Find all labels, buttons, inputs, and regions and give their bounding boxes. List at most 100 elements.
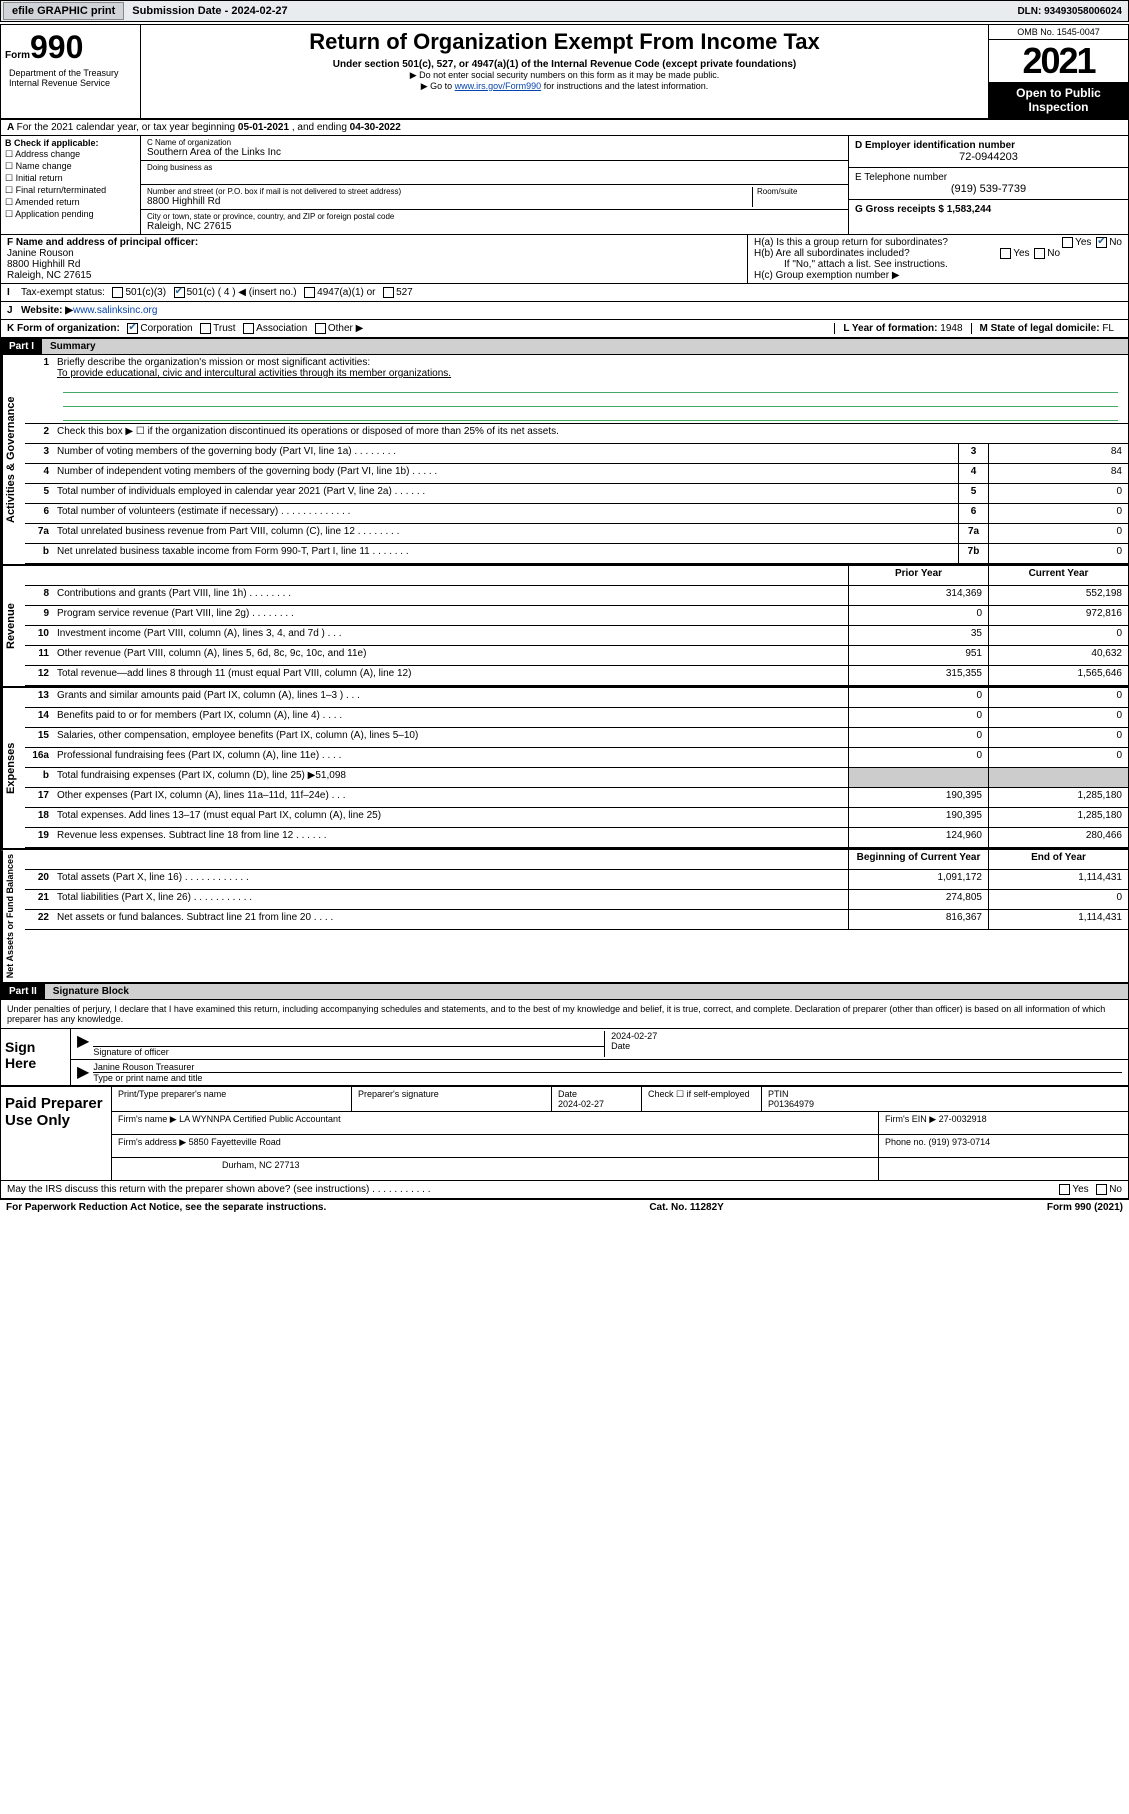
- signature-date: 2024-02-27: [611, 1031, 1122, 1041]
- mission-question: Briefly describe the organization's miss…: [57, 357, 370, 368]
- open-to-public: Open to Public Inspection: [989, 82, 1128, 118]
- officer-print-name: Janine Rouson Treasurer: [93, 1062, 1122, 1073]
- telephone-label: E Telephone number: [855, 172, 947, 183]
- subtitle-3: ▶ Go to www.irs.gov/Form990 for instruct…: [151, 81, 978, 92]
- vlabel-expenses: Expenses: [1, 688, 25, 848]
- arrow-icon: ▶: [77, 1062, 89, 1083]
- chk-final-return[interactable]: ☐ Final return/terminated: [5, 185, 136, 196]
- may-irs-discuss: May the IRS discuss this return with the…: [1, 1180, 1128, 1199]
- firm-ein: 27-0032918: [939, 1114, 987, 1124]
- line-9: 9 Program service revenue (Part VIII, li…: [25, 606, 1128, 626]
- line-22: 22 Net assets or fund balances. Subtract…: [25, 910, 1128, 930]
- street-address: 8800 Highhill Rd: [147, 196, 752, 207]
- efile-button[interactable]: efile GRAPHIC print: [3, 2, 124, 20]
- dept-treasury: Department of the Treasury Internal Reve…: [5, 66, 136, 90]
- chk-corporation[interactable]: [127, 323, 138, 334]
- firm-phone: (919) 973-0714: [929, 1137, 991, 1147]
- form-990: Form990 Department of the Treasury Inter…: [0, 24, 1129, 1200]
- info-block: B Check if applicable: ☐ Address change …: [1, 136, 1128, 235]
- line-16a: 16a Professional fundraising fees (Part …: [25, 748, 1128, 768]
- omb-number: OMB No. 1545-0047: [989, 25, 1128, 40]
- room-label: Room/suite: [757, 187, 842, 196]
- line-15: 15 Salaries, other compensation, employe…: [25, 728, 1128, 748]
- self-employed-check[interactable]: Check ☐ if self-employed: [641, 1087, 761, 1111]
- vlabel-governance: Activities & Governance: [1, 355, 25, 564]
- mission-text: To provide educational, civic and interc…: [57, 368, 451, 379]
- form-title: Return of Organization Exempt From Incom…: [151, 29, 978, 55]
- line-10: 10 Investment income (Part VIII, column …: [25, 626, 1128, 646]
- ein-label: D Employer identification number: [855, 140, 1015, 151]
- chk-amended-return[interactable]: ☐ Amended return: [5, 197, 136, 208]
- end-year-header: End of Year: [988, 850, 1128, 869]
- part-i-header: Part I Summary: [1, 339, 1128, 355]
- chk-name-change[interactable]: ☐ Name change: [5, 161, 136, 172]
- perjury-declaration: Under penalties of perjury, I declare th…: [1, 1000, 1128, 1029]
- gross-receipts: G Gross receipts $ 1,583,244: [855, 204, 991, 215]
- firm-city: Durham, NC 27713: [111, 1158, 878, 1180]
- tax-year: 2021: [989, 40, 1128, 82]
- line-14: 14 Benefits paid to or for members (Part…: [25, 708, 1128, 728]
- hb-yes[interactable]: [1000, 248, 1011, 259]
- paid-preparer-block: Paid Preparer Use Only Print/Type prepar…: [1, 1085, 1128, 1180]
- row-a-tax-year: A For the 2021 calendar year, or tax yea…: [1, 120, 1128, 136]
- line-21: 21 Total liabilities (Part X, line 26) .…: [25, 890, 1128, 910]
- city-label: City or town, state or province, country…: [147, 212, 842, 221]
- subtitle-2: ▶ Do not enter social security numbers o…: [151, 70, 978, 81]
- line-11: 11 Other revenue (Part VIII, column (A),…: [25, 646, 1128, 666]
- state-domicile: FL: [1102, 323, 1114, 334]
- may-irs-no[interactable]: [1096, 1184, 1107, 1195]
- line-b: b Total fundraising expenses (Part IX, c…: [25, 768, 1128, 788]
- preparer-signature-label: Preparer's signature: [351, 1087, 551, 1111]
- chk-527[interactable]: [383, 287, 394, 298]
- org-name: Southern Area of the Links Inc: [147, 147, 842, 158]
- chk-address-change[interactable]: ☐ Address change: [5, 149, 136, 160]
- prior-year-header: Prior Year: [848, 566, 988, 585]
- part-ii-header: Part II Signature Block: [1, 982, 1128, 1000]
- dba-label: Doing business as: [147, 163, 842, 172]
- irs-link[interactable]: www.irs.gov/Form990: [455, 81, 542, 91]
- officer-addr2: Raleigh, NC 27615: [7, 270, 92, 281]
- ptin: P01364979: [768, 1099, 814, 1109]
- officer-addr1: 8800 Highhill Rd: [7, 259, 80, 270]
- chk-other[interactable]: [315, 323, 326, 334]
- form-ref: Form 990 (2021): [1047, 1202, 1123, 1213]
- subtitle-1: Under section 501(c), 527, or 4947(a)(1)…: [151, 59, 978, 70]
- ha-group-return: H(a) Is this a group return for subordin…: [754, 237, 1122, 248]
- hb-no[interactable]: [1034, 248, 1045, 259]
- ein-value: 72-0944203: [855, 151, 1122, 163]
- gov-row-7a: 7a Total unrelated business revenue from…: [25, 524, 1128, 544]
- may-irs-yes[interactable]: [1059, 1184, 1070, 1195]
- line-17: 17 Other expenses (Part IX, column (A), …: [25, 788, 1128, 808]
- chk-initial-return[interactable]: ☐ Initial return: [5, 173, 136, 184]
- chk-501c[interactable]: [174, 287, 185, 298]
- vlabel-net-assets: Net Assets or Fund Balances: [1, 850, 25, 982]
- website-link[interactable]: www.salinksinc.org: [73, 305, 157, 316]
- arrow-icon: ▶: [77, 1031, 89, 1057]
- ha-yes[interactable]: [1062, 237, 1073, 248]
- line-18: 18 Total expenses. Add lines 13–17 (must…: [25, 808, 1128, 828]
- gov-row-5: 5 Total number of individuals employed i…: [25, 484, 1128, 504]
- year-formation: 1948: [940, 323, 962, 334]
- ha-no[interactable]: [1096, 237, 1107, 248]
- current-year-header: Current Year: [988, 566, 1128, 585]
- cat-no: Cat. No. 11282Y: [326, 1202, 1047, 1213]
- gov-row-3: 3 Number of voting members of the govern…: [25, 444, 1128, 464]
- preparer-date: 2024-02-27: [558, 1099, 604, 1109]
- firm-name: LA WYNNPA Certified Public Accountant: [179, 1114, 340, 1124]
- sign-here-block: Sign Here ▶ Signature of officer 2024-02…: [1, 1029, 1128, 1085]
- chk-4947[interactable]: [304, 287, 315, 298]
- gov-row-7b: b Net unrelated business taxable income …: [25, 544, 1128, 564]
- city-state-zip: Raleigh, NC 27615: [147, 221, 842, 232]
- line-20: 20 Total assets (Part X, line 16) . . . …: [25, 870, 1128, 890]
- chk-trust[interactable]: [200, 323, 211, 334]
- col-b-checkboxes: B Check if applicable: ☐ Address change …: [1, 136, 141, 234]
- gov-row-4: 4 Number of independent voting members o…: [25, 464, 1128, 484]
- chk-application-pending[interactable]: ☐ Application pending: [5, 209, 136, 220]
- row-k: K Form of organization: Corporation Trus…: [1, 320, 1128, 339]
- firm-address: 5850 Fayetteville Road: [189, 1137, 281, 1147]
- signature-officer-label: Signature of officer: [93, 1047, 168, 1057]
- preparer-name-label: Print/Type preparer's name: [111, 1087, 351, 1111]
- chk-association[interactable]: [243, 323, 254, 334]
- line-12: 12 Total revenue—add lines 8 through 11 …: [25, 666, 1128, 686]
- chk-501c3[interactable]: [112, 287, 123, 298]
